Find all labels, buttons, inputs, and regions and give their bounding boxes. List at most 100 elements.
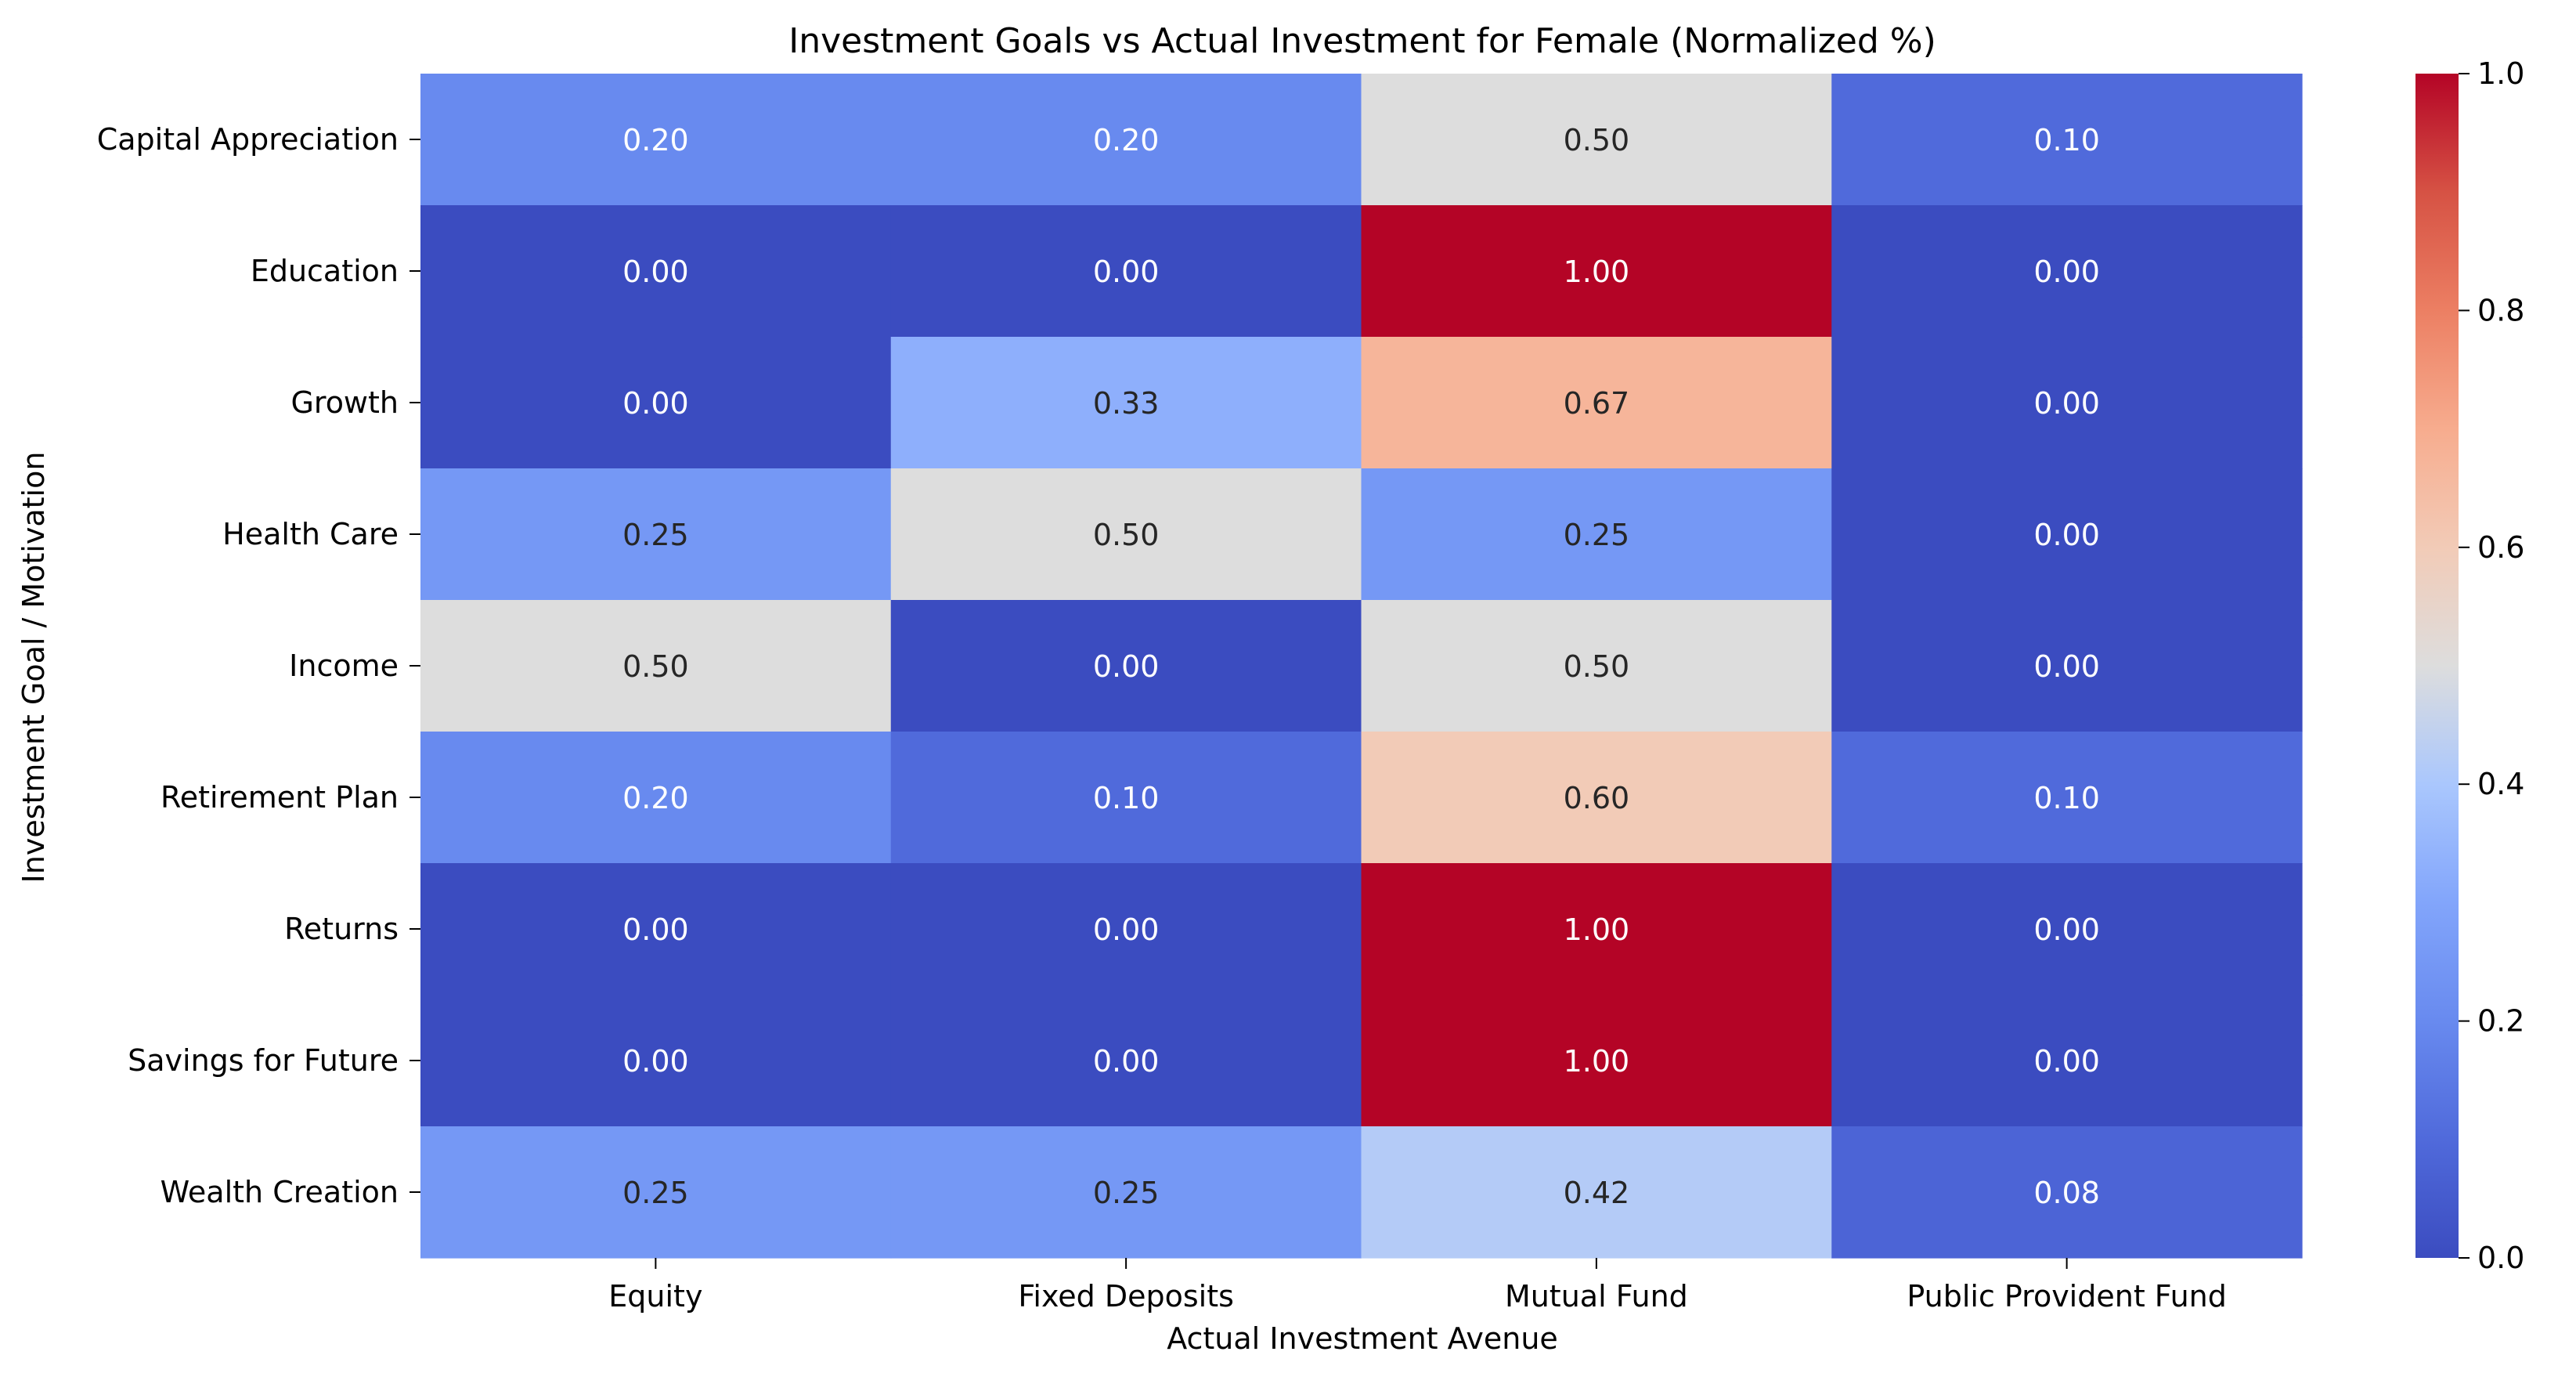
cell-value-label: 0.25	[622, 518, 689, 552]
colorbar-tick-label: 0.8	[2477, 293, 2524, 327]
cell-value-label: 0.33	[1093, 386, 1160, 421]
heatmap-cell	[1361, 468, 1832, 601]
x-tick-label: Mutual Fund	[1505, 1279, 1688, 1314]
heatmap-cell	[1361, 995, 1832, 1127]
heatmap-cell	[890, 732, 1362, 864]
cell-value-label: 0.42	[1564, 1176, 1630, 1210]
heatmap-cell	[1361, 600, 1832, 732]
y-tick-label: Retirement Plan	[161, 780, 399, 815]
colorbar-tick-label: 1.0	[2477, 56, 2524, 91]
heatmap-cell	[420, 1126, 892, 1259]
cell-value-label: 0.67	[1564, 386, 1630, 421]
colorbar	[2415, 74, 2459, 1258]
heatmap-cell	[890, 468, 1362, 601]
heatmap-cell	[890, 337, 1362, 469]
cell-value-label: 0.00	[1093, 1044, 1160, 1079]
cell-value-label: 0.10	[2033, 123, 2100, 157]
chart-title: Investment Goals vs Actual Investment fo…	[788, 21, 1936, 61]
y-tick-label: Capital Appreciation	[97, 122, 399, 157]
cell-value-label: 0.10	[1093, 781, 1160, 815]
cell-value-label: 0.10	[2033, 781, 2100, 815]
cell-value-label: 0.00	[622, 386, 689, 421]
heatmap-cell	[420, 74, 892, 206]
heatmap-cell-labels: 0.20 0.20 0.50 0.10 0.00 0.00 1.00 0.00 0.00 0.33…	[622, 123, 2100, 1210]
cell-value-label: 1.00	[1564, 912, 1630, 947]
heatmap-cell	[1361, 863, 1832, 996]
colorbar-tick-label: 0.4	[2477, 767, 2524, 801]
heatmap-cell	[1831, 600, 2303, 732]
heatmap-cell	[420, 995, 892, 1127]
heatmap-cell	[1361, 74, 1832, 206]
cell-value-label: 0.20	[622, 123, 689, 157]
cell-value-label: 0.00	[622, 1044, 689, 1079]
x-axis-label: Actual Investment Avenue	[1167, 1321, 1558, 1356]
heatmap-cell	[420, 337, 892, 469]
cell-value-label: 0.00	[2033, 255, 2100, 289]
cell-value-label: 0.50	[1564, 123, 1630, 157]
heatmap-cell	[1361, 205, 1832, 338]
cell-value-label: 0.00	[2033, 386, 2100, 421]
cell-value-label: 0.25	[622, 1176, 689, 1210]
cell-value-label: 0.00	[1093, 912, 1160, 947]
cell-value-label: 0.00	[2033, 912, 2100, 947]
y-tick-label: Returns	[284, 912, 399, 946]
colorbar-tick-label: 0.0	[2477, 1241, 2524, 1275]
heatmap-cell	[890, 600, 1362, 732]
cell-value-label: 0.00	[2033, 1044, 2100, 1079]
colorbar-tick-label: 0.6	[2477, 530, 2524, 565]
cell-value-label: 0.25	[1564, 518, 1630, 552]
heatmap-cell	[890, 995, 1362, 1127]
heatmap-cell	[1831, 74, 2303, 206]
cell-value-label: 0.25	[1093, 1176, 1160, 1210]
heatmap-cell	[1361, 337, 1832, 469]
heatmap-cell	[890, 1126, 1362, 1259]
y-axis-label-group: Investment Goal / Motivation	[16, 452, 51, 884]
heatmap-cell	[890, 863, 1362, 996]
heatmap-cell	[1831, 1126, 2303, 1259]
heatmap-cell	[890, 74, 1362, 206]
x-tick-label: Public Provident Fund	[1907, 1279, 2227, 1314]
heatmap-cell	[1831, 732, 2303, 864]
heatmap-cell	[1361, 1126, 1832, 1259]
cell-value-label: 0.00	[2033, 649, 2100, 684]
cell-value-label: 0.60	[1564, 781, 1630, 815]
heatmap-cell	[1831, 205, 2303, 338]
y-tick-label: Wealth Creation	[161, 1175, 399, 1209]
colorbar-ticks: 0.0 0.2 0.4 0.6 0.8 1.0	[2459, 56, 2524, 1275]
heatmap-cell	[1831, 337, 2303, 469]
heatmap-cell	[1831, 468, 2303, 601]
heatmap-cell	[420, 732, 892, 864]
cell-value-label: 0.50	[622, 649, 689, 684]
cell-value-label: 0.00	[2033, 518, 2100, 552]
cell-value-label: 0.00	[1093, 255, 1160, 289]
y-tick-label: Income	[289, 649, 399, 683]
x-tick-label: Equity	[608, 1279, 702, 1314]
y-tick-label: Savings for Future	[128, 1043, 399, 1078]
y-tick-label: Growth	[290, 385, 399, 420]
heatmap-cell	[1831, 995, 2303, 1127]
heatmap-cell	[420, 863, 892, 996]
y-axis-label: Investment Goal / Motivation	[16, 452, 51, 884]
y-tick-label: Education	[251, 254, 399, 288]
heatmap-cell	[420, 205, 892, 338]
heatmap-cells	[420, 74, 2303, 1259]
x-axis-ticks: Equity Fixed Deposits Mutual Fund Public Pr…	[608, 1258, 2227, 1314]
heatmap-cell	[420, 600, 892, 732]
cell-value-label: 0.00	[622, 912, 689, 947]
y-tick-label: Health Care	[222, 517, 399, 551]
heatmap-cell	[1831, 863, 2303, 996]
cell-value-label: 0.20	[622, 781, 689, 815]
y-axis-ticks: Capital Appreciation Education Growth Healt…	[97, 122, 420, 1209]
colorbar-tick-label: 0.2	[2477, 1004, 2524, 1039]
cell-value-label: 0.08	[2033, 1176, 2100, 1210]
cell-value-label: 0.20	[1093, 123, 1160, 157]
cell-value-label: 0.50	[1093, 518, 1160, 552]
heatmap-cell	[890, 205, 1362, 338]
cell-value-label: 1.00	[1564, 255, 1630, 289]
x-tick-label: Fixed Deposits	[1018, 1279, 1234, 1314]
cell-value-label: 0.50	[1564, 649, 1630, 684]
cell-value-label: 1.00	[1564, 1044, 1630, 1079]
heatmap-cell	[420, 468, 892, 601]
